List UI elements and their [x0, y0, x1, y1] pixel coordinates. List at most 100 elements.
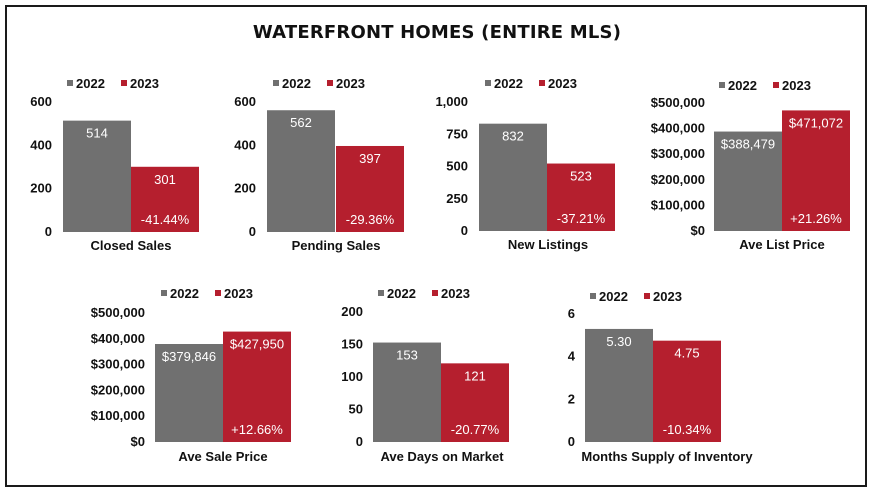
- ytick-label: $200,000: [91, 382, 145, 397]
- legend-swatch: [539, 80, 545, 86]
- change-label: +21.26%: [790, 211, 842, 226]
- legend-swatch: [644, 293, 650, 299]
- bar-value-label: 5.30: [606, 334, 631, 349]
- bar-value-label: 523: [570, 169, 592, 184]
- ytick-label: 400: [234, 137, 256, 152]
- legend-swatch: [378, 290, 384, 296]
- bar-value-label: 4.75: [674, 346, 699, 361]
- legend-label: 2022: [599, 289, 628, 304]
- legend-label: 2022: [494, 76, 523, 91]
- legend-label: 2023: [782, 78, 811, 93]
- bar: [131, 166, 199, 232]
- bar-value-label: 562: [290, 115, 312, 130]
- change-label: +12.66%: [231, 422, 283, 437]
- change-label: -37.21%: [557, 211, 606, 226]
- legend-label: 2022: [282, 76, 311, 91]
- bar: [336, 145, 404, 232]
- bar-value-label: 397: [359, 151, 381, 166]
- bar: [267, 110, 335, 232]
- ytick-label: $300,000: [651, 146, 705, 161]
- legend-label: 2022: [76, 76, 105, 91]
- legend-label: 2023: [130, 76, 159, 91]
- ytick-label: 150: [341, 337, 363, 352]
- chart-title: Ave Sale Price: [178, 449, 267, 464]
- legend-swatch: [273, 80, 279, 86]
- bar-value-label: $427,950: [230, 337, 284, 352]
- legend-swatch: [773, 82, 779, 88]
- page-title: WATERFRONT HOMES (ENTIRE MLS): [252, 22, 622, 43]
- bar: [155, 343, 223, 442]
- ytick-label: 2: [568, 391, 575, 406]
- change-label: -20.77%: [451, 422, 500, 437]
- bar-value-label: 301: [154, 172, 176, 187]
- ytick-label: $0: [691, 223, 705, 238]
- bar: [585, 328, 653, 442]
- bar-value-label: 514: [86, 126, 108, 141]
- chart-title: Pending Sales: [292, 238, 381, 253]
- bar: [653, 340, 721, 442]
- ytick-label: $500,000: [651, 95, 705, 110]
- legend-label: 2023: [548, 76, 577, 91]
- legend-swatch: [432, 290, 438, 296]
- ytick-label: $400,000: [651, 121, 705, 136]
- legend-label: 2023: [653, 289, 682, 304]
- bar: [479, 123, 547, 231]
- legend-label: 2022: [728, 78, 757, 93]
- ytick-label: 100: [341, 369, 363, 384]
- ytick-label: 6: [568, 306, 575, 321]
- bar: [714, 131, 782, 231]
- ytick-label: $200,000: [651, 172, 705, 187]
- ytick-label: $100,000: [91, 408, 145, 423]
- ytick-label: $300,000: [91, 357, 145, 372]
- ytick-label: 200: [341, 304, 363, 319]
- legend-swatch: [327, 80, 333, 86]
- change-label: -41.44%: [141, 212, 190, 227]
- bar-value-label: 121: [464, 368, 486, 383]
- chart-title: Ave Days on Market: [380, 449, 504, 464]
- ytick-label: 600: [234, 94, 256, 109]
- legend-label: 2023: [336, 76, 365, 91]
- bar-value-label: $379,846: [162, 349, 216, 364]
- change-label: -29.36%: [346, 212, 395, 227]
- chart-title: Ave List Price: [739, 237, 825, 252]
- legend-label: 2022: [170, 286, 199, 301]
- chart-title: Months Supply of Inventory: [581, 449, 753, 464]
- ytick-label: 0: [568, 434, 575, 449]
- ytick-label: 0: [249, 224, 256, 239]
- legend-label: 2023: [224, 286, 253, 301]
- bar-value-label: 153: [396, 348, 418, 363]
- ytick-label: 750: [446, 126, 468, 141]
- ytick-label: 500: [446, 159, 468, 174]
- legend-swatch: [161, 290, 167, 296]
- legend-swatch: [67, 80, 73, 86]
- legend-swatch: [121, 80, 127, 86]
- legend-label: 2023: [441, 286, 470, 301]
- legend-swatch: [485, 80, 491, 86]
- legend-swatch: [590, 293, 596, 299]
- bar: [63, 120, 131, 232]
- ytick-label: $400,000: [91, 331, 145, 346]
- chart-title: New Listings: [508, 237, 588, 252]
- ytick-label: $500,000: [91, 305, 145, 320]
- change-label: -10.34%: [663, 422, 712, 437]
- chart-title: Closed Sales: [91, 238, 172, 253]
- ytick-label: 0: [356, 434, 363, 449]
- ytick-label: 0: [45, 224, 52, 239]
- ytick-label: 250: [446, 191, 468, 206]
- legend-swatch: [719, 82, 725, 88]
- legend-label: 2022: [387, 286, 416, 301]
- bar: [441, 363, 509, 442]
- bar-value-label: $471,072: [789, 115, 843, 130]
- ytick-label: 200: [234, 181, 256, 196]
- ytick-label: 50: [349, 402, 363, 417]
- bar: [223, 331, 291, 442]
- ytick-label: 400: [30, 137, 52, 152]
- ytick-label: 1,000: [435, 94, 468, 109]
- bar: [547, 163, 615, 231]
- ytick-label: 4: [568, 349, 576, 364]
- ytick-label: 200: [30, 181, 52, 196]
- ytick-label: $100,000: [651, 197, 705, 212]
- ytick-label: 600: [30, 94, 52, 109]
- bar: [373, 342, 441, 442]
- ytick-label: 0: [461, 223, 468, 238]
